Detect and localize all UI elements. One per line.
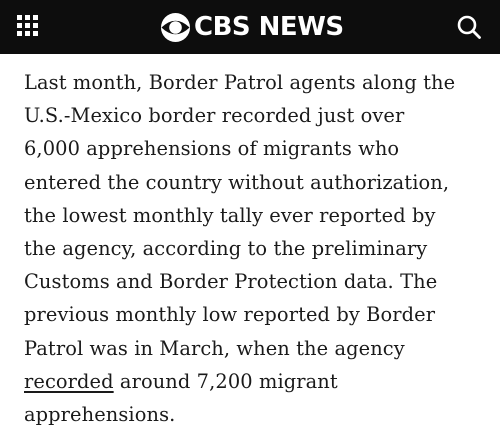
article-line: apprehensions. <box>24 403 176 427</box>
article-line: the lowest monthly tally ever reported b… <box>24 203 436 227</box>
article-text: around 7,200 migrant <box>113 369 338 393</box>
article-line-with-link: recorded around 7,200 migrant <box>24 365 486 398</box>
article-line: Last month, Border Patrol agents along t… <box>24 71 456 94</box>
recorded-link[interactable]: recorded <box>24 369 114 393</box>
article-line: the agency, according to the preliminary <box>24 237 428 261</box>
article-line: 6,000 apprehensions of migrants who <box>24 137 400 161</box>
top-nav-bar: CBS NEWS <box>0 0 500 54</box>
article-line: Customs and Border Protection data. The <box>24 270 438 294</box>
article-line: Patrol was in March, when the agency <box>24 336 405 360</box>
menu-dot <box>25 23 30 28</box>
menu-dot <box>17 31 22 36</box>
article-paragraph: Last month, Border Patrol agents along t… <box>24 66 486 431</box>
cbs-news-logo[interactable]: CBS NEWS <box>160 10 344 44</box>
article-line: previous monthly low reported by Border <box>24 303 436 327</box>
article-line: entered the country without authorizatio… <box>24 170 450 194</box>
logo-text: CBS NEWS <box>194 12 344 42</box>
article-line: U.S.-Mexico border recorded just over <box>24 104 405 128</box>
menu-dot <box>17 15 22 20</box>
menu-dot <box>33 31 38 36</box>
menu-dot <box>33 15 38 20</box>
grid-menu-icon[interactable] <box>17 15 39 37</box>
menu-dot <box>17 23 22 28</box>
search-icon[interactable] <box>455 13 483 41</box>
menu-dot <box>33 23 38 28</box>
cbs-eye-icon <box>160 12 191 42</box>
menu-dot <box>25 15 30 20</box>
menu-dot <box>25 31 30 36</box>
